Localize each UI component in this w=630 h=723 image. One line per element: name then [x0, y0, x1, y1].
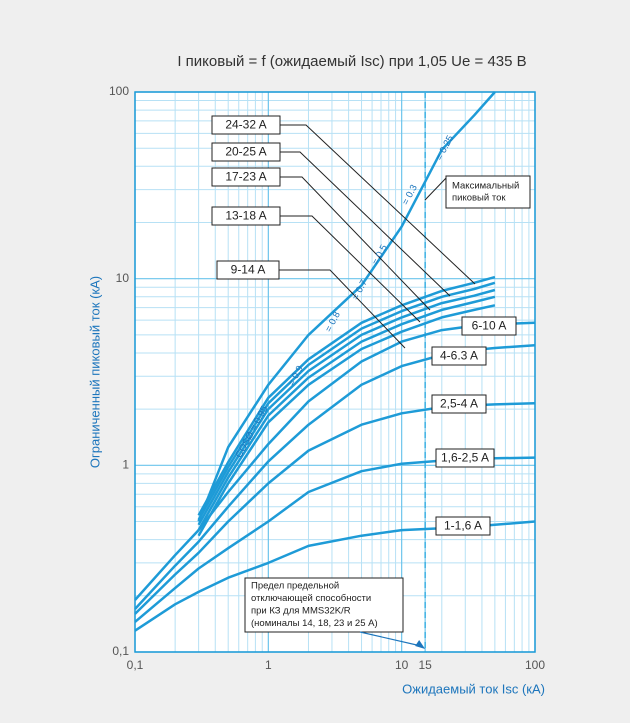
y-tick-label: 0,1: [112, 644, 129, 658]
series-label: 24-32 A: [225, 118, 266, 132]
x-axis-label: Ожидаемый ток Isc (кА): [402, 681, 545, 696]
label-box: [211, 206, 281, 226]
label-box: [435, 448, 495, 468]
label-box: [431, 346, 487, 366]
leader-line: [280, 151, 451, 297]
label-box: [244, 577, 404, 633]
series-line: [197, 288, 496, 526]
limit-label: Предел предельной: [251, 581, 339, 592]
series-line: [197, 304, 496, 537]
label-box: [431, 394, 487, 414]
leader-line: [424, 175, 449, 201]
series-label: 6-10 A: [472, 319, 507, 333]
x-tick-label: 100: [525, 658, 545, 672]
x-tick-label: 15: [418, 658, 432, 672]
series-label: 9-14 A: [231, 263, 266, 277]
arrow-head: [415, 640, 426, 649]
leader-line: [280, 176, 431, 311]
x-tick-label: 1: [265, 658, 272, 672]
label-box: [211, 115, 281, 135]
leader-line: [279, 269, 406, 349]
label-box: [216, 260, 280, 280]
peak-label: Максимальный: [452, 181, 519, 192]
x-tick-label: 0,1: [127, 658, 144, 672]
plot-frame: [134, 91, 536, 653]
y-tick-label: 1: [122, 458, 129, 472]
label-box: [211, 142, 281, 162]
leader-line: [280, 124, 476, 285]
series-line: [197, 275, 496, 516]
series-label: 1-1,6 A: [444, 519, 482, 533]
y-axis-label: Ограниченный пиковый ток (кА): [87, 276, 102, 468]
label-box: [435, 516, 491, 536]
series-label: 13-18 A: [225, 209, 266, 223]
series-label: 20-25 A: [225, 145, 266, 159]
x-tick-label: 10: [395, 658, 409, 672]
series-line: [197, 91, 496, 522]
label-box: [211, 167, 281, 187]
y-tick-label: 10: [116, 271, 130, 285]
leader-line: [280, 215, 421, 323]
limit-label: при КЗ для MMS32K/R: [251, 606, 351, 617]
series-label: 1,6-2,5 A: [441, 451, 489, 465]
limit-label: отключающей способности: [251, 593, 371, 604]
series-label: 2,5-4 A: [440, 397, 478, 411]
arrow-line: [359, 631, 422, 647]
peak-label: пиковый ток: [452, 193, 506, 204]
series-label: 4-6.3 A: [440, 349, 478, 363]
limit-label: (номиналы 14, 18, 23 и 25 A): [251, 618, 378, 629]
series-line: [197, 295, 496, 531]
y-tick-label: 100: [109, 84, 129, 98]
series-line: [197, 281, 496, 521]
chart-title: I пиковый = f (ожидаемый Isc) при 1,05 U…: [177, 53, 526, 70]
label-box: [445, 175, 531, 209]
label-box: [461, 316, 517, 336]
series-label: 17-23 A: [225, 170, 266, 184]
